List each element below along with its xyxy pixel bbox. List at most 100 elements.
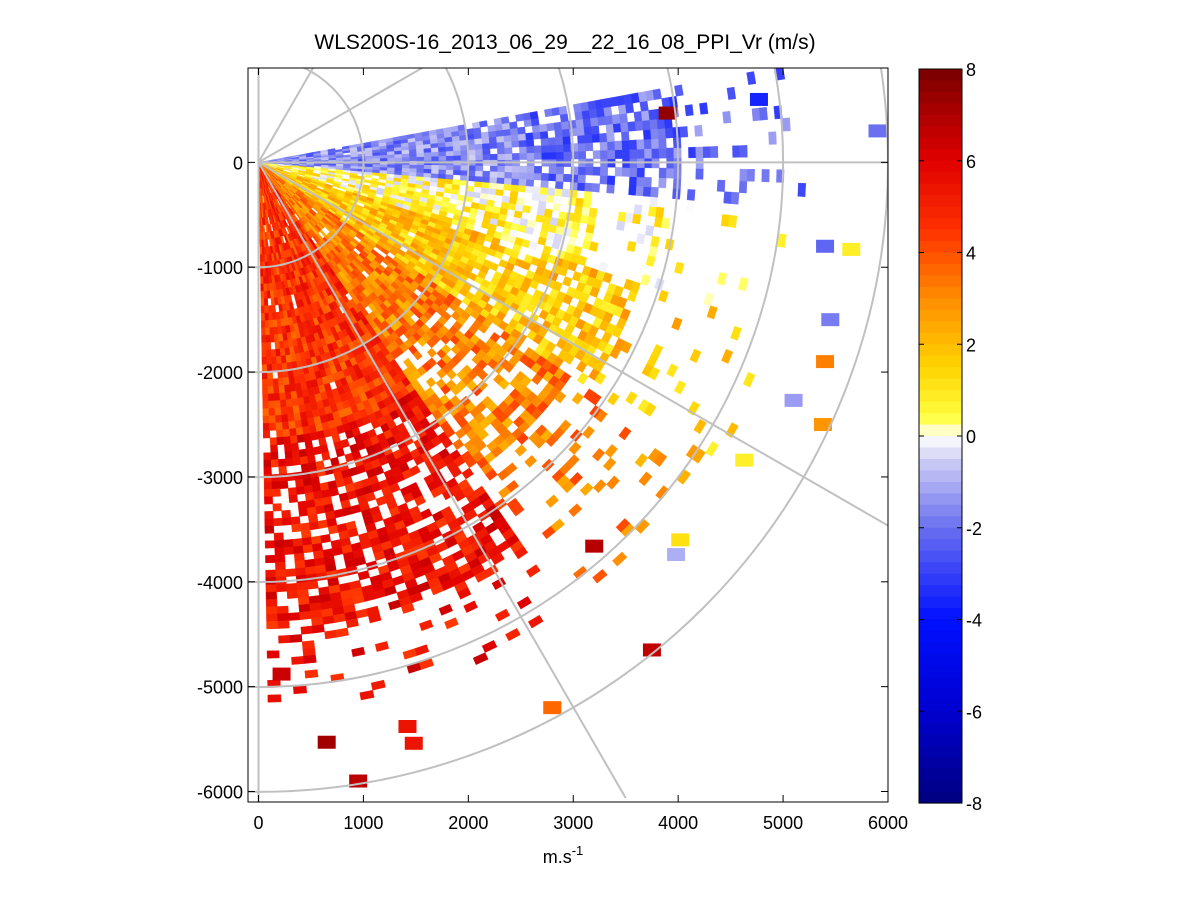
velocity-cell-328 <box>305 499 316 509</box>
velocity-cell-3571 <box>648 109 658 121</box>
velocity-cell-59 <box>267 694 282 703</box>
colorbar-segment <box>919 688 962 701</box>
velocity-cell-461 <box>351 646 366 658</box>
velocity-cell-2946 <box>572 213 582 223</box>
velocity-cell-198 <box>279 399 288 409</box>
velocity-cell-3491 <box>474 137 483 145</box>
radial-spoke--30 <box>257 161 888 527</box>
velocity-cell-1553 <box>412 350 423 361</box>
velocity-cell-3375 <box>416 152 425 158</box>
colorbar-segment <box>919 470 962 483</box>
velocity-cell-2978 <box>508 196 518 205</box>
velocity-cell-3162 <box>489 171 498 178</box>
colorbar-segment <box>919 286 962 299</box>
velocity-cell-3196 <box>343 163 351 167</box>
velocity-cell-1946 <box>582 425 595 439</box>
velocity-cell-166 <box>293 685 308 695</box>
velocity-cell-2819 <box>674 261 685 275</box>
velocity-cell-3211 <box>453 164 462 171</box>
velocity-cell-2041 <box>595 409 608 423</box>
velocity-cell-3320 <box>467 154 476 161</box>
velocity-cell-3182 <box>716 179 726 192</box>
velocity-cell-382 <box>304 440 314 450</box>
velocity-cell-3023 <box>531 192 541 202</box>
velocity-cell-742 <box>414 644 430 656</box>
velocity-cell-272 <box>300 529 312 539</box>
velocity-cell-3498 <box>525 132 534 141</box>
velocity-cell-3391 <box>548 144 557 153</box>
velocity-cell-18 <box>260 298 265 307</box>
velocity-cell-3378 <box>438 150 447 157</box>
velocity-cell-3455 <box>642 129 652 140</box>
velocity-cell-47 <box>264 540 275 549</box>
velocity-cell-163 <box>288 612 301 621</box>
colorbar-segment <box>919 309 962 322</box>
velocity-cell-93 <box>268 407 276 417</box>
velocity-cell-2350 <box>648 366 661 381</box>
velocity-cell-3617 <box>603 106 613 117</box>
colorbar-segment <box>919 711 962 724</box>
velocity-cell-3398 <box>607 140 616 151</box>
velocity-cell-3176 <box>606 175 616 186</box>
velocity-cell-3168 <box>533 172 542 181</box>
velocity-cell-1472 <box>511 503 525 517</box>
velocity-cell-3167 <box>526 172 535 180</box>
velocity-cell-108 <box>274 554 286 563</box>
velocity-cell-3674 <box>746 71 757 86</box>
colorbar-segment <box>919 367 962 380</box>
velocity-cell-2981 <box>552 202 562 212</box>
velocity-cell-214 <box>293 552 305 562</box>
velocity-cell-164 <box>289 634 303 643</box>
velocity-cell-1036 <box>457 587 472 600</box>
velocity-cell-3350 <box>702 146 711 158</box>
velocity-cell-3660 <box>558 105 568 115</box>
velocity-cell-3157 <box>453 169 462 176</box>
velocity-cell-3567 <box>611 113 621 125</box>
velocity-cell-3080 <box>685 199 695 212</box>
velocity-cell-3340 <box>622 149 631 159</box>
velocity-cell-3215 <box>489 165 498 172</box>
velocity-cell-3616 <box>596 107 606 118</box>
velocity-cell-3623 <box>726 86 737 100</box>
velocity-cell-3433 <box>445 145 454 152</box>
velocity-cell-262 <box>289 435 299 444</box>
colorbar-segment <box>919 378 962 391</box>
velocity-cell-200 <box>281 414 289 423</box>
velocity-cell-3565 <box>597 115 607 126</box>
velocity-cell-3222 <box>548 166 557 175</box>
velocity-cell-3074 <box>547 187 556 196</box>
velocity-cell-2983 <box>574 205 584 215</box>
velocity-cell-3397 <box>599 141 608 151</box>
velocity-cell-3062 <box>452 179 461 186</box>
velocity-cell-3330 <box>541 151 550 160</box>
velocity-cell-54 <box>266 606 278 615</box>
velocity-cell-82 <box>265 327 271 336</box>
velocity-cell-87 <box>266 364 273 373</box>
velocity-cell-3343 <box>644 148 653 159</box>
colorbar-segment <box>919 195 962 208</box>
velocity-cell-3384 <box>482 148 491 155</box>
colorbar-segment <box>919 126 962 139</box>
velocity-cell-1562 <box>477 428 489 441</box>
velocity-cell-3399 <box>614 140 623 151</box>
velocity-cell-3568 <box>619 113 628 124</box>
sparse-velocity-cells <box>272 92 887 788</box>
velocity-cell-2734 <box>577 255 588 266</box>
colorbar-tick-label: 2 <box>966 335 976 355</box>
velocity-cell-1026 <box>414 495 426 507</box>
colorbar-segment <box>919 642 962 655</box>
colorbar-segment <box>919 103 962 116</box>
velocity-cell-3183 <box>738 180 748 194</box>
velocity-cell-95 <box>269 422 277 431</box>
velocity-cell-3511 <box>634 120 644 131</box>
velocity-cell-3069 <box>510 184 519 192</box>
velocity-cell-3452 <box>599 132 608 143</box>
colorbar-segment <box>919 355 962 368</box>
velocity-cell-3146 <box>372 166 381 171</box>
colorbar-segment <box>919 527 962 540</box>
velocity-cell-2982 <box>559 203 569 213</box>
velocity-cell-1991 <box>554 390 567 404</box>
velocity-cell-3184 <box>797 182 807 197</box>
velocity-cell-267 <box>295 478 305 488</box>
velocity-cell-3105 <box>445 173 454 180</box>
